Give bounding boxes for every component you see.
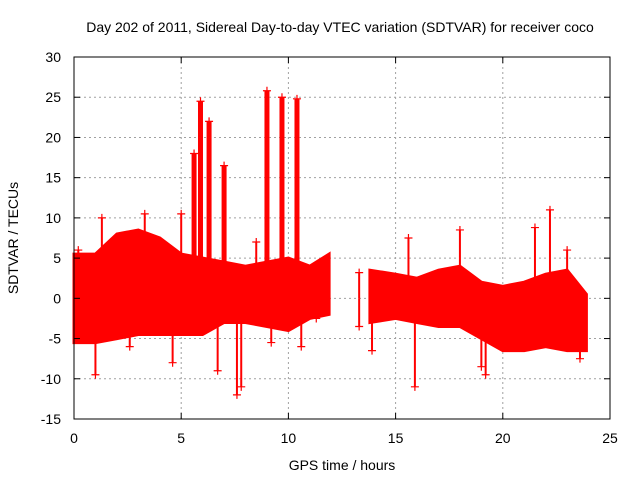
y-tick-label: -10: [41, 371, 61, 387]
data-point-marker: [205, 117, 214, 126]
y-tick-label: 0: [53, 290, 61, 306]
data-point-marker: [196, 97, 205, 106]
y-tick-label: 30: [45, 49, 61, 65]
x-tick-label: 15: [388, 430, 404, 446]
data-points: [72, 86, 588, 399]
data-point-marker: [97, 213, 106, 222]
data-point-marker: [292, 94, 301, 103]
y-axis-label: SDTVAR / TECUs: [5, 182, 21, 294]
data-point-marker: [297, 342, 306, 351]
data-point-marker: [237, 382, 246, 391]
data-point-marker: [404, 234, 413, 242]
y-tick-label: 15: [45, 170, 61, 186]
data-point-marker: [177, 209, 186, 218]
y-tick-label: -15: [41, 411, 61, 427]
data-point-marker: [410, 382, 419, 391]
data-point-marker: [277, 93, 286, 102]
x-tick-label: 25: [602, 430, 618, 446]
tick-labels: 0 5 10 15 20 25 -15 -10 -5 0 5 10 15 20 25 30: [41, 49, 618, 446]
y-tick-label: 5: [53, 250, 61, 266]
data-point-marker: [140, 209, 149, 218]
axis-ticks: [73, 56, 611, 420]
data-point-marker: [481, 370, 490, 379]
data-point-marker: [252, 238, 261, 247]
data-point-marker: [190, 149, 199, 158]
x-axis-label: GPS time / hours: [289, 457, 396, 473]
data-point-marker: [477, 362, 486, 371]
data-point-marker: [530, 223, 539, 232]
x-tick-label: 0: [70, 430, 78, 446]
data-band: [368, 264, 588, 353]
data-point-marker: [575, 354, 584, 363]
data-point-marker: [368, 346, 377, 355]
y-tick-label: -5: [49, 331, 62, 347]
data-point-marker: [355, 268, 364, 277]
data-point-marker: [232, 390, 241, 399]
data-point-marker: [545, 205, 554, 214]
data-band: [72, 228, 331, 345]
x-tick-label: 20: [495, 430, 511, 446]
x-tick-label: 10: [281, 430, 297, 446]
data-point-marker: [220, 161, 229, 170]
y-tick-label: 10: [45, 210, 61, 226]
data-point-marker: [168, 358, 177, 367]
y-tick-label: 20: [45, 129, 61, 145]
data-point-marker: [267, 338, 276, 347]
data-point-marker: [91, 370, 100, 379]
data-point-marker: [213, 366, 222, 375]
chart-title: Day 202 of 2011, Sidereal Day-to-day VTE…: [86, 19, 594, 35]
data-point-marker: [312, 314, 321, 323]
data-point-marker: [74, 246, 83, 255]
data-point-marker: [125, 342, 134, 351]
data-point-marker: [355, 322, 364, 331]
data-point-marker: [262, 86, 271, 95]
y-tick-label: 25: [45, 89, 61, 105]
data-point-marker: [455, 225, 464, 234]
x-tick-label: 5: [177, 430, 185, 446]
plot-frame: [73, 56, 611, 420]
data-point-marker: [563, 246, 572, 255]
